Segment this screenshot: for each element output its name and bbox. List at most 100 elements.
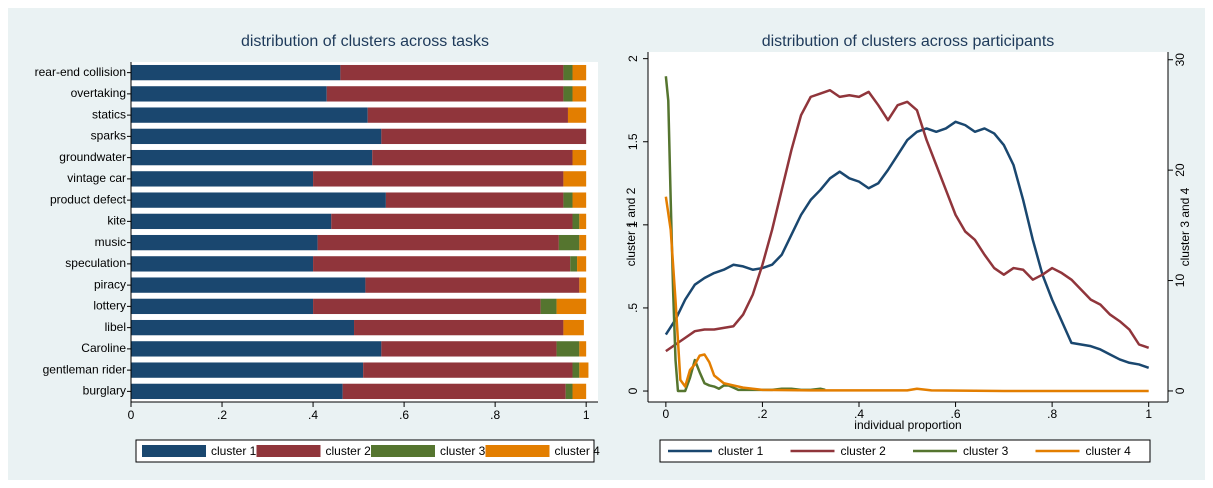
y-tick-label: vintage car [67, 171, 126, 185]
plot-area [648, 52, 1168, 402]
bar [367, 107, 568, 123]
y-tick-label: overtaking [71, 86, 126, 100]
y-tick-label: kite [107, 214, 126, 228]
legend-label: cluster 1 [718, 444, 764, 458]
y-tick-label: 1.5 [626, 133, 640, 150]
y-tick-label: 1 [626, 221, 640, 228]
bar [131, 149, 373, 166]
bar [570, 256, 578, 272]
y-tick-label: sparks [91, 129, 126, 143]
legend-swatch [485, 445, 550, 457]
y-tick-label: 0 [626, 387, 640, 394]
bar [131, 256, 314, 272]
bar [342, 383, 566, 400]
x-tick-label: 0 [663, 407, 670, 421]
bar [563, 64, 573, 81]
bar [572, 213, 580, 230]
bar [317, 234, 559, 251]
bar [131, 362, 364, 378]
line [664, 76, 826, 393]
legend-label: cluster 4 [1086, 444, 1132, 458]
legend-label: cluster 1 [211, 444, 257, 458]
legend [659, 439, 1151, 463]
bar [131, 128, 382, 145]
legend-swatch [371, 445, 435, 457]
bar [556, 298, 587, 315]
bar [131, 298, 314, 315]
legend-label: cluster 3 [963, 444, 1009, 458]
y2-axis-label: cluster 3 and 4 [1178, 187, 1192, 266]
legend-label: cluster 4 [555, 444, 601, 458]
bar [577, 256, 587, 272]
bar [579, 277, 587, 293]
x-tick-label: .6 [399, 408, 409, 422]
y-tick-label: gentleman rider [43, 362, 126, 376]
bar [363, 362, 573, 378]
y-axis-label: cluster 1 and 2 [624, 187, 638, 266]
y2-tick-label: 0 [1173, 387, 1187, 394]
x-tick-label: 1 [1145, 407, 1152, 421]
x-tick-label: .6 [951, 407, 961, 421]
line [665, 88, 1150, 353]
bar [354, 319, 564, 336]
y-tick-label: 2 [626, 55, 640, 62]
bar [385, 192, 564, 208]
x-tick-label: .2 [217, 408, 227, 422]
line [664, 120, 1150, 369]
bar [572, 86, 587, 102]
line [664, 196, 1149, 393]
bar [381, 341, 557, 357]
x-tick-label: .4 [308, 408, 318, 422]
bar [572, 149, 587, 166]
x-tick-label: .8 [490, 408, 500, 422]
bar [313, 298, 541, 315]
y-tick-label: lottery [93, 299, 126, 313]
bar [579, 234, 587, 251]
x-tick-label: .4 [854, 407, 864, 421]
bar [572, 192, 587, 208]
bar [572, 362, 580, 378]
legend-label: cluster 2 [841, 444, 887, 458]
bar [381, 128, 587, 145]
x-tick-label: .8 [1047, 407, 1057, 421]
x-tick-label: .2 [757, 407, 767, 421]
bar [326, 86, 564, 102]
bar [372, 149, 573, 166]
y2-tick-label: 20 [1173, 163, 1187, 177]
y2-tick-label: 10 [1173, 274, 1187, 288]
y-tick-label: music [95, 235, 126, 249]
bar [565, 383, 573, 400]
bar [313, 256, 571, 272]
bar [340, 64, 564, 81]
y-tick-label: Caroline [81, 341, 126, 355]
y-tick-label: rear-end collision [35, 65, 126, 79]
bar [563, 319, 584, 336]
bar [563, 192, 573, 208]
bar [563, 86, 573, 102]
y-tick-label: statics [92, 107, 126, 121]
y-tick-label: burglary [83, 384, 126, 398]
bar [131, 64, 341, 81]
x-axis-label: individual proportion [854, 418, 961, 432]
bar [131, 341, 382, 357]
bar [131, 213, 332, 230]
chart-title: distribution of clusters across particip… [762, 33, 1055, 50]
chart-title: distribution of clusters across tasks [241, 33, 489, 50]
bar [131, 86, 327, 102]
x-tick-label: 1 [583, 408, 590, 422]
bar [567, 107, 587, 123]
bar [131, 171, 314, 187]
legend-label: cluster 2 [326, 444, 372, 458]
bar [563, 171, 587, 187]
bar [579, 341, 587, 357]
bar [131, 277, 366, 293]
bar [331, 213, 573, 230]
bar [131, 319, 355, 336]
legend-swatch [142, 445, 206, 457]
bar [572, 64, 587, 81]
y-tick-label: groundwater [59, 150, 126, 164]
bar [365, 277, 580, 293]
bar [131, 192, 386, 208]
